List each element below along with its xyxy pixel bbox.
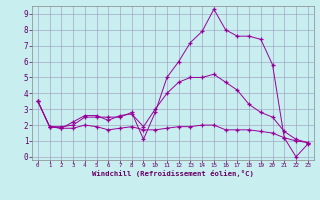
X-axis label: Windchill (Refroidissement éolien,°C): Windchill (Refroidissement éolien,°C)	[92, 170, 254, 177]
